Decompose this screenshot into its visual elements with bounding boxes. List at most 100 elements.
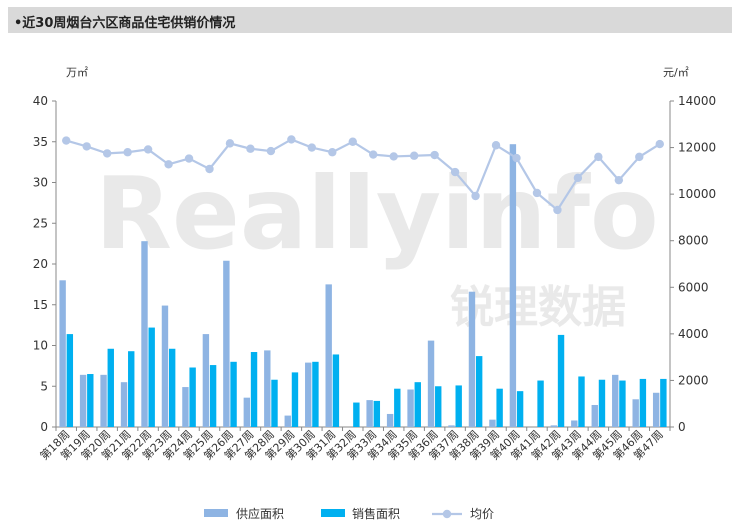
price-point (143, 145, 153, 154)
sales-area-bar (435, 386, 442, 427)
price-line-series (62, 135, 664, 215)
right-axis-unit: 元/㎡ (663, 66, 689, 79)
right-axis-tick-label: 14000 (678, 94, 716, 108)
price-point (471, 191, 480, 201)
price-point (102, 149, 112, 158)
chart-axes: 0 5 10 15 20 25 30 35 40 0 2000 4000 6000 8000 10000 12… (33, 94, 716, 434)
sales-area-bar (250, 352, 258, 427)
sales-area-bar (230, 361, 237, 427)
price-point (225, 139, 235, 148)
supply-area-bar (284, 415, 291, 427)
sales-area-bar (189, 367, 196, 427)
left-axis-tick-label: 20 (33, 257, 48, 271)
sales-area-bar (128, 351, 135, 427)
watermark-text: Reallyinfo (95, 155, 659, 272)
supply-area-bar (427, 340, 435, 427)
price-point (532, 188, 542, 198)
sales-area-bar (373, 400, 381, 427)
supply-area-bar (366, 400, 373, 427)
supply-area-bar (386, 413, 394, 427)
right-axis-tick-label: 12000 (678, 141, 716, 155)
sales-area-bar (107, 348, 114, 427)
legend-price-label: 均价 (470, 507, 494, 521)
price-point (348, 137, 357, 146)
price-point (287, 135, 296, 144)
sales-area-bar (209, 365, 217, 427)
supply-area-bar (161, 305, 169, 427)
supply-area-bar (100, 374, 107, 427)
left-axis-tick-label: 25 (33, 216, 48, 230)
watermark-text-cn: 锐理数据 (450, 282, 626, 333)
price-point (246, 144, 255, 153)
price-point (389, 152, 398, 161)
chart-legend: 供应面积 销售面积 均价 (204, 506, 494, 521)
chart-title: •近30周烟台六区商品住宅供销价情况 (14, 16, 236, 31)
supply-area-bar (468, 291, 476, 427)
supply-area-bar (59, 280, 66, 427)
supply-area-bar (489, 419, 496, 427)
price-point (491, 141, 501, 150)
price-point (594, 152, 603, 162)
legend-price-marker (442, 509, 452, 519)
left-axis-tick-label: 0 (40, 420, 48, 434)
left-axis-tick-label: 15 (33, 298, 48, 312)
sales-area-bar (291, 372, 299, 427)
right-axis-tick-label: 0 (678, 420, 686, 434)
sales-area-bar (455, 385, 462, 427)
price-point (62, 136, 71, 145)
price-point (430, 150, 439, 160)
right-axis-tick-label: 4000 (678, 327, 709, 341)
left-axis-tick-label: 30 (33, 176, 48, 190)
sales-area-bar (353, 402, 360, 427)
sales-area-bar (148, 327, 155, 427)
price-point (635, 152, 644, 162)
bar-series (59, 144, 667, 427)
left-axis-unit: 万㎡ (66, 66, 88, 79)
price-point (573, 173, 583, 183)
price-point (614, 175, 624, 185)
supply-area-bar (202, 334, 210, 427)
price-line (65, 138, 661, 212)
sales-area-bar (537, 380, 544, 427)
price-point (553, 205, 562, 215)
supply-area-bar (223, 260, 230, 427)
sales-area-bar (414, 382, 421, 427)
legend-sales-swatch (321, 509, 345, 517)
supply-area-bar (448, 425, 455, 427)
sales-area-bar (394, 388, 401, 427)
sales-area-bar (496, 388, 503, 427)
supply-area-bar (182, 387, 189, 427)
price-point (409, 151, 419, 160)
left-axis-tick-label: 35 (33, 135, 48, 149)
supply-area-bar (591, 404, 598, 427)
price-point (307, 143, 317, 152)
price-point (512, 153, 521, 163)
legend-sales-label: 销售面积 (352, 506, 400, 521)
left-axis-tick-label: 40 (33, 94, 48, 108)
right-axis-tick-label: 2000 (678, 373, 709, 387)
supply-area-bar (325, 284, 332, 427)
supply-area-bar (509, 144, 517, 427)
price-point (184, 154, 194, 163)
supply-area-bar (141, 241, 148, 427)
sales-area-bar (660, 378, 667, 427)
left-axis-tick-label: 5 (40, 379, 48, 393)
sales-area-bar (87, 374, 94, 427)
price-point (266, 146, 276, 156)
price-point (205, 164, 214, 174)
sales-area-bar (271, 379, 278, 427)
category-labels: 第18周第19周第20周第21周第22周第23周第24周第25周第26周第27周… (37, 427, 666, 462)
right-axis-tick-label: 6000 (678, 280, 709, 294)
chart-header-bar: •近30周烟台六区商品住宅供销价情况 (8, 7, 732, 33)
price-point (450, 167, 460, 177)
sales-area-bar (312, 361, 319, 427)
watermark: Reallyinfo 锐理数据 (95, 155, 659, 333)
supply-area-bar (632, 399, 639, 427)
supply-area-bar (120, 382, 128, 427)
right-axis-tick-label: 8000 (678, 234, 709, 248)
right-axis-tick-label: 10000 (678, 187, 716, 201)
price-point (655, 139, 664, 149)
sales-area-bar (619, 380, 626, 427)
price-point (164, 160, 173, 169)
